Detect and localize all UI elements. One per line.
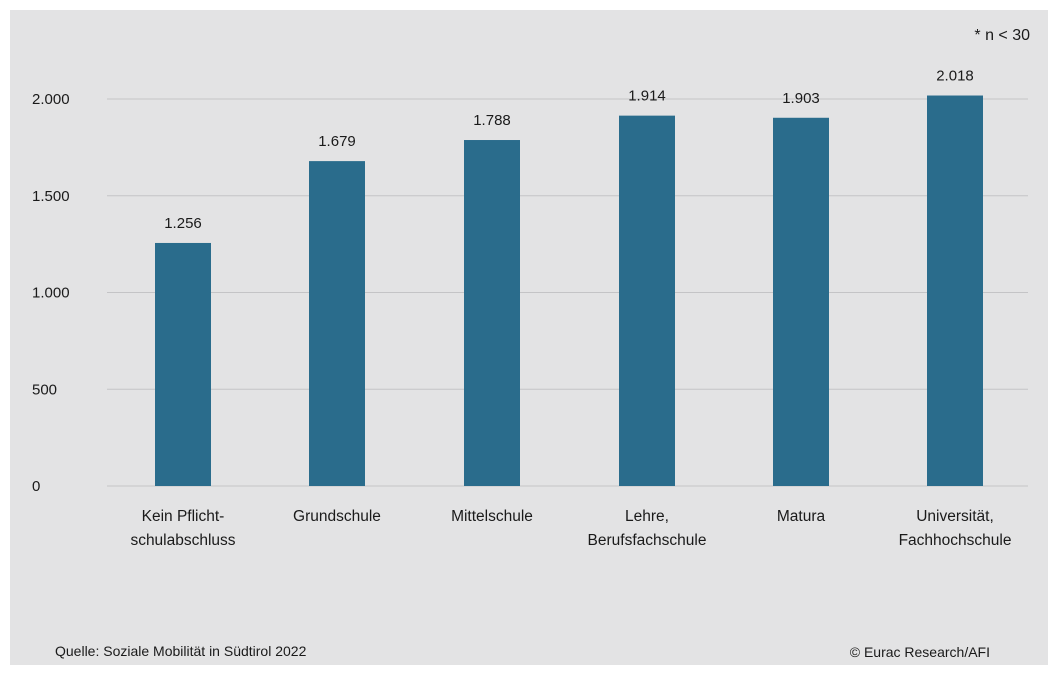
bar-chart: 0 500 1.000 1.500 2.000 1.256 Kein Pflicht-sch… xyxy=(32,68,1028,549)
y-tick-label-0: 0 xyxy=(32,478,40,495)
chart-panel: 0 500 1.000 1.500 2.000 1.256 Kein Pflicht-sch… xyxy=(10,10,1048,665)
x-tick-label-2-0: Mittelschule xyxy=(451,508,533,525)
x-tick-label-3-0: Lehre, xyxy=(625,508,669,525)
bar-4 xyxy=(773,117,829,486)
data-label-5: 2.018 xyxy=(936,68,974,85)
bar-2 xyxy=(464,140,520,486)
x-tick-label-0-0: Kein Pflicht- xyxy=(142,508,225,525)
bar-5 xyxy=(927,95,983,486)
bar-1 xyxy=(309,161,365,486)
x-tick-label-3-1: Berufsfachschule xyxy=(588,532,707,549)
x-tick-label-4-0: Matura xyxy=(777,508,826,525)
data-label-1: 1.679 xyxy=(318,133,356,150)
data-label-4: 1.903 xyxy=(782,90,820,107)
data-label-0: 1.256 xyxy=(164,215,202,232)
data-label-3: 1.914 xyxy=(628,88,666,105)
x-tick-label-1-0: Grundschule xyxy=(293,508,381,525)
bar-3 xyxy=(619,115,675,487)
x-tick-label-5-0: Universität, xyxy=(916,508,994,525)
y-tick-label-4: 2.000 xyxy=(32,91,70,108)
y-tick-label-1: 500 xyxy=(32,381,57,398)
source-note: Quelle: Soziale Mobilität in Südtirol 20… xyxy=(55,643,307,659)
x-tick-label-5-1: Fachhochschule xyxy=(899,532,1012,549)
x-tick-label-0-1: schulabschluss xyxy=(130,532,235,549)
copyright-note: © Eurac Research/AFI xyxy=(849,644,990,660)
y-tick-label-2: 1.000 xyxy=(32,285,70,302)
y-tick-label-3: 1.500 xyxy=(32,188,70,205)
sample-size-note: * n < 30 xyxy=(974,27,1030,44)
data-label-2: 1.788 xyxy=(473,112,511,129)
bar-0 xyxy=(155,242,211,486)
